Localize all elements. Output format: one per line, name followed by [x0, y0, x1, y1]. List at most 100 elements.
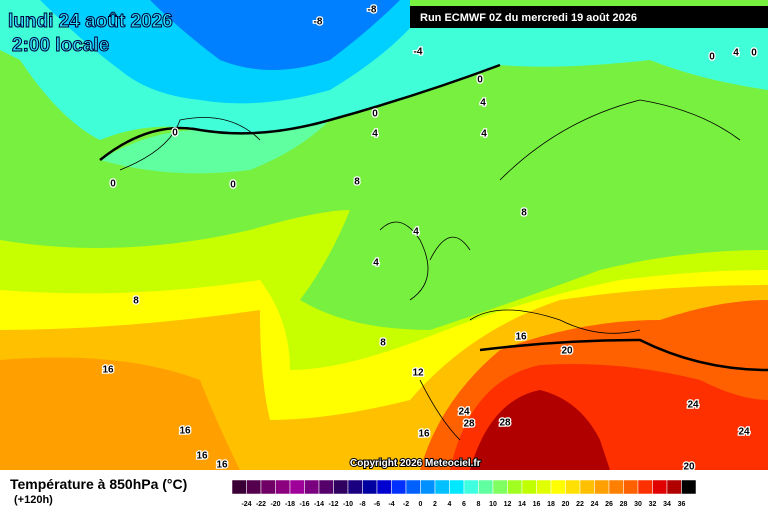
- legend-swatch: [507, 479, 523, 495]
- legend-swatch: [637, 479, 653, 495]
- legend-swatch: [260, 479, 276, 495]
- legend-swatch: [550, 479, 566, 495]
- legend-tick-label: -18: [285, 501, 295, 508]
- contour-label: 0: [110, 179, 116, 190]
- contour-label: 24: [738, 427, 750, 438]
- legend-tick-label: 26: [605, 501, 613, 508]
- legend-tick-label: 6: [462, 501, 466, 508]
- legend-tick-label: -24: [241, 501, 251, 508]
- coastline: [119, 99, 741, 441]
- legend-swatch: [275, 479, 291, 495]
- contour-label: 0: [172, 128, 178, 139]
- contour-label: 20: [561, 346, 573, 357]
- cool-area: [100, 120, 330, 174]
- legend-swatch: [463, 479, 479, 495]
- contour-label: 4: [481, 129, 487, 140]
- legend-swatch: [536, 479, 552, 495]
- contour-label: 4: [373, 258, 379, 269]
- legend-tick-label: -22: [256, 501, 266, 508]
- legend-tick-label: 32: [649, 501, 657, 508]
- legend-tick-label: 10: [489, 501, 497, 508]
- contour-label: 8: [521, 208, 527, 219]
- legend-swatch: [478, 479, 494, 495]
- legend-tick-label: -20: [270, 501, 280, 508]
- contour-label: 4: [372, 129, 378, 140]
- legend-swatch: [623, 479, 639, 495]
- contour-label: 16: [179, 426, 191, 437]
- contour-label: 0: [751, 48, 757, 59]
- legend-swatch: [492, 479, 508, 495]
- legend-tick-label: -12: [328, 501, 338, 508]
- legend-tick-label: 16: [533, 501, 541, 508]
- legend-tick-label: -4: [388, 501, 394, 508]
- legend-tick-label: 28: [620, 501, 628, 508]
- legend-swatch: [579, 479, 595, 495]
- isotherm: [99, 63, 768, 372]
- contour-label: 8: [354, 177, 360, 188]
- legend-tick-label: -16: [299, 501, 309, 508]
- legend-tick-label: 14: [518, 501, 526, 508]
- legend-tick-label: 22: [576, 501, 584, 508]
- contour-label: 4: [480, 98, 486, 109]
- legend-tick-label: -6: [374, 501, 380, 508]
- contour-label: 16: [102, 365, 114, 376]
- contour-label: 0: [372, 109, 378, 120]
- contour-label: 12: [412, 368, 424, 379]
- legend-tick-label: -10: [343, 501, 353, 508]
- legend-tick-label: 24: [591, 501, 599, 508]
- contour-label: 16: [216, 460, 228, 471]
- legend-title: Température à 850hPa (°C): [10, 476, 187, 492]
- legend-swatch: [594, 479, 610, 495]
- legend-swatch: [391, 479, 407, 495]
- legend-tick-label: 30: [634, 501, 642, 508]
- legend-tick-label: 2: [433, 501, 437, 508]
- legend-tick-label: -8: [359, 501, 365, 508]
- contour-label: -4: [414, 47, 423, 58]
- contour-label: -8: [368, 5, 377, 16]
- hot-area: [470, 390, 610, 470]
- lead-time: (+120h): [14, 494, 53, 506]
- date-title: lundi 24 août 2026: [8, 11, 173, 32]
- contour-label: 4: [413, 227, 419, 238]
- legend-swatch: [405, 479, 421, 495]
- legend-tick-label: 18: [547, 501, 555, 508]
- legend-swatch: [231, 479, 247, 495]
- contour-label: 28: [463, 419, 475, 430]
- contour-label: 20: [683, 462, 695, 473]
- legend-tick-label: 36: [678, 501, 686, 508]
- contour-label: 28: [499, 418, 511, 429]
- contour-label: 0: [709, 52, 715, 63]
- legend-swatch: [449, 479, 465, 495]
- legend-tick-label: 34: [663, 501, 671, 508]
- contour-label: 16: [196, 451, 208, 462]
- hot-area: [0, 357, 240, 470]
- legend-tick-label: -2: [403, 501, 409, 508]
- legend-swatch: [608, 479, 624, 495]
- legend-swatch: [652, 479, 668, 495]
- legend-swatch: [362, 479, 378, 495]
- legend-tick-label: -14: [314, 501, 324, 508]
- contour-label: 16: [418, 429, 430, 440]
- legend-swatch: [347, 479, 363, 495]
- legend-tick-label: 12: [504, 501, 512, 508]
- run-banner: [410, 6, 768, 28]
- legend-swatch: [246, 479, 262, 495]
- legend-tick-label: 0: [419, 501, 423, 508]
- legend-swatch: [289, 479, 305, 495]
- legend-swatch: [376, 479, 392, 495]
- contour-label: 24: [458, 407, 470, 418]
- contour-label: 8: [380, 338, 386, 349]
- contour-label: -8: [314, 17, 323, 28]
- copyright: Copyright 2026 Meteociel.fr: [350, 458, 481, 469]
- time-title: 2:00 locale: [12, 35, 109, 56]
- legend-swatch: [666, 479, 682, 495]
- contour-label: 0: [230, 180, 236, 191]
- contour-label: 0: [477, 75, 483, 86]
- legend-tick-label: 8: [477, 501, 481, 508]
- legend-swatch: [434, 479, 450, 495]
- legend-swatch: [420, 479, 436, 495]
- legend-swatch: [521, 479, 537, 495]
- contour-label: 4: [733, 48, 739, 59]
